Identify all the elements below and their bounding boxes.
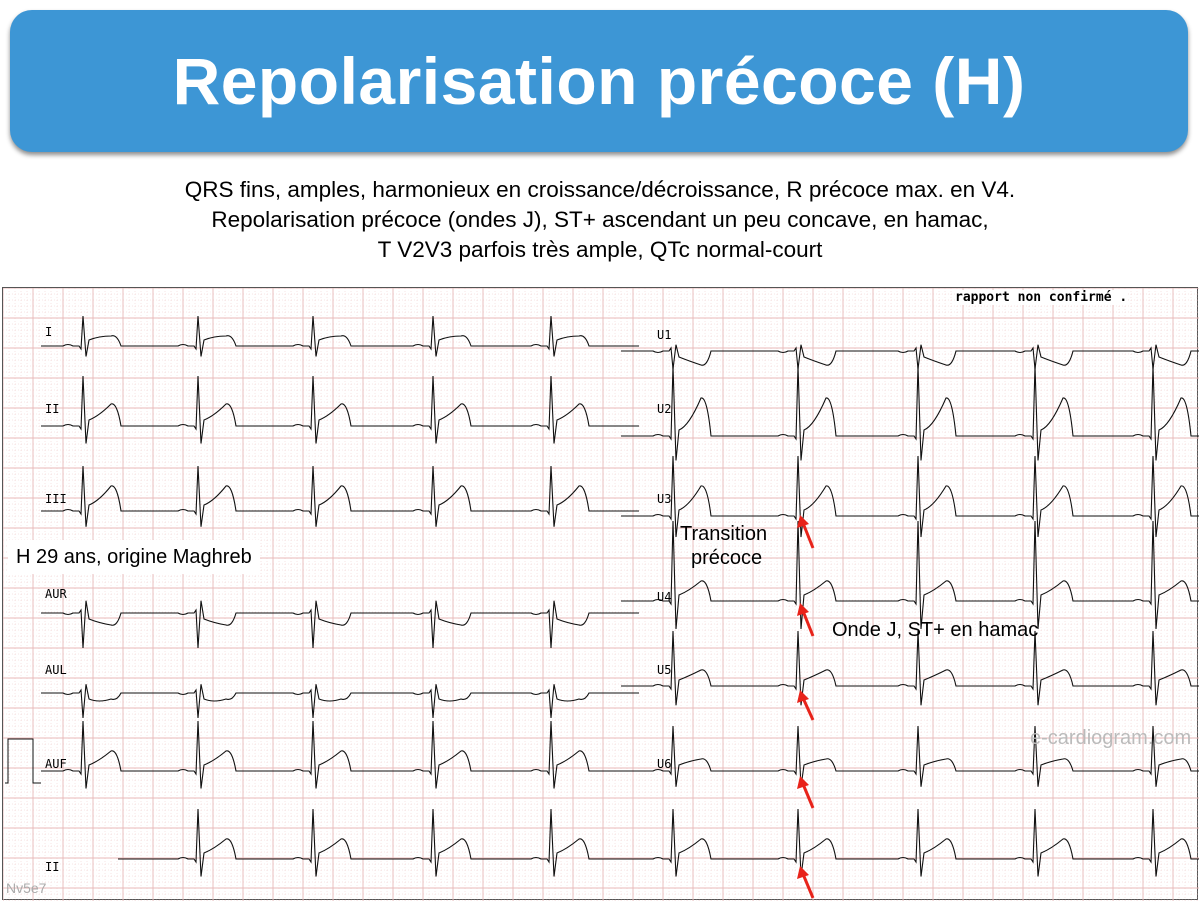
trace-V1 <box>621 344 1199 370</box>
annotation-transition-line2: précoce <box>691 547 763 569</box>
ecg-tracing <box>2 287 1199 901</box>
trace-III <box>41 465 639 527</box>
subtitle-line: T V2V3 parfois très ample, QTc normal-co… <box>377 237 823 262</box>
title-banner: Repolarisation précoce (H) <box>10 10 1188 152</box>
watermark: e-cardiogram.com <box>1030 727 1192 749</box>
report-status: rapport non confirmé . <box>955 290 1128 305</box>
lead-label-aVL: AUL <box>45 663 67 677</box>
lead-label-aVF: AUF <box>45 757 67 771</box>
lead-label-V5: U5 <box>657 663 672 677</box>
trace-V6 <box>621 725 1199 787</box>
trace-I <box>41 315 639 357</box>
patient-label: H 29 ans, origine Maghreb <box>8 540 260 574</box>
ecg-grid-and-traces <box>3 288 1199 901</box>
calibration-pulse <box>5 738 41 784</box>
lead-label-I: I <box>45 325 53 339</box>
subtitle-line: Repolarisation précoce (ondes J), ST+ as… <box>211 207 989 232</box>
lead-label-II: II <box>45 402 60 416</box>
trace-II-rhythm <box>118 808 1199 877</box>
annotation-transition-line1: Transition <box>680 523 768 545</box>
subtitle-line: QRS fins, amples, harmonieux en croissan… <box>184 177 1016 202</box>
trace-V5 <box>621 630 1199 706</box>
lead-label-V1: U1 <box>657 328 672 342</box>
lead-label-V6: U6 <box>657 757 672 771</box>
image-code: Nv5e7 <box>6 880 47 896</box>
slide-title: Repolarisation précoce (H) <box>172 44 1026 118</box>
lead-label-aVR: AUR <box>45 587 67 601</box>
lead-label-V3: U3 <box>657 492 672 506</box>
slide-subtitle: QRS fins, amples, harmonieux en croissan… <box>0 175 1200 265</box>
trace-aVR <box>41 600 639 649</box>
lead-label-V2: U2 <box>657 402 672 416</box>
trace-aVL <box>41 684 639 719</box>
trace-V2 <box>621 365 1199 461</box>
trace-V3 <box>621 455 1199 538</box>
trace-aVF <box>41 720 639 789</box>
annotation-j-wave: Onde J, ST+ en hamac <box>832 619 1039 641</box>
lead-label-V4: U4 <box>657 590 672 604</box>
trace-V4 <box>621 520 1199 630</box>
lead-label-III: III <box>45 492 67 506</box>
lead-label-II-rhythm: II <box>45 860 60 874</box>
trace-II <box>41 375 639 444</box>
